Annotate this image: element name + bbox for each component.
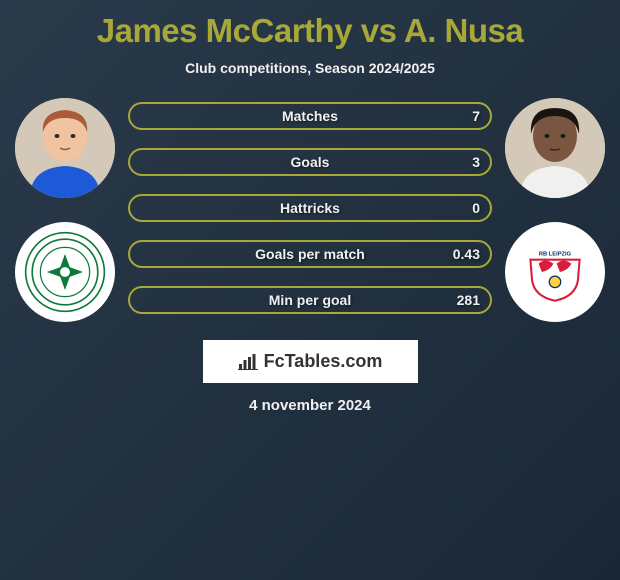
stats-column: Matches 7 Goals 3 Hattricks 0 Goals per … [128, 98, 492, 314]
club-left-badge [15, 222, 115, 322]
stat-label: Goals per match [255, 246, 365, 262]
stat-row-goals: Goals 3 [128, 148, 492, 176]
stat-value-right: 0.43 [453, 246, 480, 262]
comparison-card: James McCarthy vs A. Nusa Club competiti… [0, 0, 620, 426]
comparison-area: Matches 7 Goals 3 Hattricks 0 Goals per … [10, 98, 610, 322]
stat-label: Hattricks [280, 200, 340, 216]
svg-text:RB LEIPZIG: RB LEIPZIG [539, 252, 572, 258]
stat-value-right: 7 [472, 108, 480, 124]
avatar-right-icon [505, 98, 605, 198]
branding-text: FcTables.com [264, 351, 383, 372]
player-right-column: RB LEIPZIG [500, 98, 610, 322]
avatar-left-icon [15, 98, 115, 198]
stat-value-right: 0 [472, 200, 480, 216]
stat-label: Min per goal [269, 292, 351, 308]
subtitle: Club competitions, Season 2024/2025 [185, 60, 435, 76]
stat-label: Goals [291, 154, 330, 170]
stat-row-hattricks: Hattricks 0 [128, 194, 492, 222]
date-text: 4 november 2024 [249, 397, 371, 414]
stat-label: Matches [282, 108, 338, 124]
club-right-badge: RB LEIPZIG [505, 222, 605, 322]
stat-row-gpm: Goals per match 0.43 [128, 240, 492, 268]
stat-row-matches: Matches 7 [128, 102, 492, 130]
player-left-avatar [15, 98, 115, 198]
branding-logo: FcTables.com [203, 340, 418, 383]
stat-row-mpg: Min per goal 281 [128, 286, 492, 314]
celtic-badge-icon [24, 231, 106, 313]
bar-chart-icon [238, 354, 258, 370]
page-title: James McCarthy vs A. Nusa [97, 12, 523, 50]
player-right-avatar [505, 98, 605, 198]
stat-value-right: 3 [472, 154, 480, 170]
player-left-column [10, 98, 120, 322]
rbleipzig-badge-icon: RB LEIPZIG [514, 231, 596, 313]
stat-value-right: 281 [457, 292, 480, 308]
